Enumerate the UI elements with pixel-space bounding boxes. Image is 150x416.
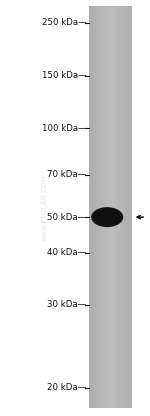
Bar (128, 6, 129, 408)
Bar (103, 6, 104, 408)
Bar (123, 6, 124, 408)
Bar (92, 6, 93, 408)
Text: 30 kDa—: 30 kDa— (47, 300, 86, 309)
Text: 20 kDa—: 20 kDa— (47, 383, 86, 392)
Bar (105, 6, 106, 408)
Bar (97, 6, 98, 408)
Bar (104, 6, 105, 408)
Text: 70 kDa—: 70 kDa— (47, 170, 86, 179)
Bar (111, 6, 112, 408)
Bar (100, 6, 101, 408)
Bar (124, 6, 125, 408)
Bar (95, 6, 96, 408)
Bar (118, 6, 119, 408)
Bar (127, 6, 128, 408)
Text: 50 kDa—: 50 kDa— (47, 213, 86, 222)
Bar (90, 6, 91, 408)
Bar (91, 6, 92, 408)
Bar (116, 6, 117, 408)
Bar (98, 6, 99, 408)
Bar (107, 6, 108, 408)
Bar (118, 6, 119, 408)
Bar (115, 6, 116, 408)
Bar (122, 6, 123, 408)
Bar (123, 6, 124, 408)
Bar (99, 6, 100, 408)
Bar (96, 6, 97, 408)
Bar (108, 6, 109, 408)
Bar (126, 6, 127, 408)
Bar (131, 6, 132, 408)
Bar (103, 6, 104, 408)
Bar (94, 6, 95, 408)
Text: 40 kDa—: 40 kDa— (47, 248, 86, 257)
Bar (101, 6, 102, 408)
Bar (113, 6, 114, 408)
Text: 150 kDa—: 150 kDa— (42, 71, 86, 80)
Bar (89, 6, 90, 408)
Bar (120, 6, 121, 408)
Bar (93, 6, 94, 408)
Bar (125, 6, 126, 408)
Bar (130, 6, 131, 408)
Bar (116, 6, 117, 408)
Bar (112, 6, 113, 408)
Bar (109, 6, 110, 408)
Bar (108, 6, 109, 408)
Text: 250 kDa—: 250 kDa— (42, 18, 86, 27)
Bar (114, 6, 115, 408)
Bar (110, 6, 111, 408)
Bar (106, 6, 107, 408)
Bar (91, 6, 92, 408)
Bar (128, 6, 129, 408)
Bar (102, 6, 103, 408)
Bar (121, 6, 122, 408)
Text: 100 kDa—: 100 kDa— (42, 124, 86, 133)
Bar (119, 6, 120, 408)
Text: www.PTGLAB.COM: www.PTGLAB.COM (42, 175, 48, 241)
Ellipse shape (91, 207, 123, 227)
Bar (101, 6, 102, 408)
Bar (129, 6, 130, 408)
Bar (96, 6, 97, 408)
Bar (117, 6, 118, 408)
Bar (121, 6, 122, 408)
